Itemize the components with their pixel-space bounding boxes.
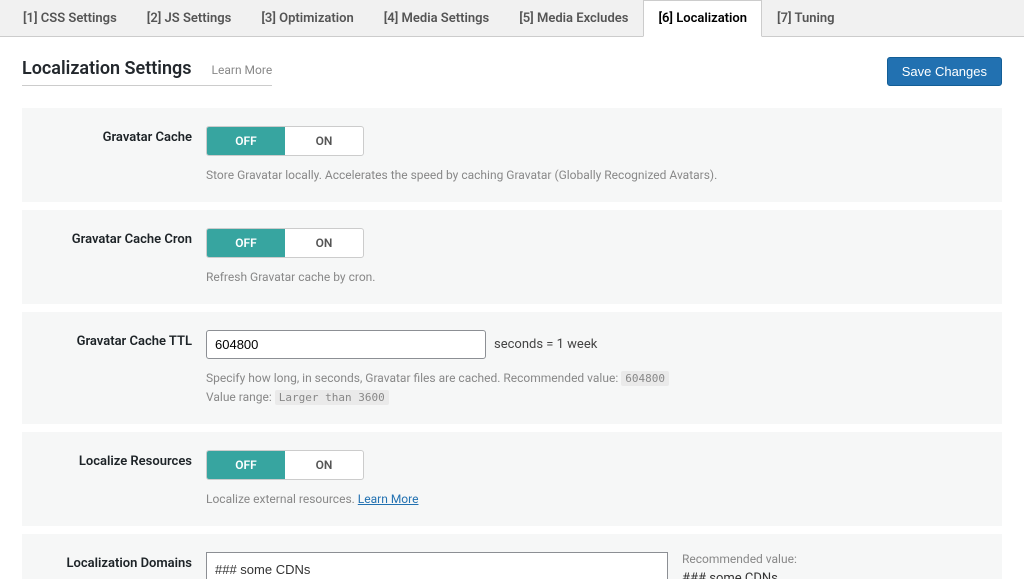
page-title: Localization Settings — [22, 58, 192, 79]
gravatar-cache-desc: Store Gravatar locally. Accelerates the … — [206, 166, 982, 184]
tab-media-excludes[interactable]: [5] Media Excludes — [504, 0, 643, 37]
toggle-on[interactable]: ON — [285, 229, 363, 257]
recommended-value-label: Recommended value: — [682, 552, 982, 566]
localize-resources-label: Localize Resources — [42, 450, 192, 469]
gravatar-cache-cron-desc: Refresh Gravatar cache by cron. — [206, 268, 982, 286]
recommended-value-box: ### some CDNs https://ajax.aspnetcdn.com… — [682, 570, 982, 579]
localization-domains-label: Localization Domains — [42, 552, 192, 571]
localization-domains-textarea[interactable] — [206, 552, 668, 579]
tab-media-settings[interactable]: [4] Media Settings — [369, 0, 504, 37]
tab-localization[interactable]: [6] Localization — [643, 0, 762, 37]
save-changes-button[interactable]: Save Changes — [887, 57, 1002, 86]
gravatar-cache-cron-label: Gravatar Cache Cron — [42, 228, 192, 247]
toggle-off[interactable]: OFF — [207, 451, 285, 479]
gravatar-cache-label: Gravatar Cache — [42, 126, 192, 145]
tab-tuning[interactable]: [7] Tuning — [762, 0, 850, 37]
ttl-suffix: seconds = 1 week — [494, 337, 597, 352]
toggle-off[interactable]: OFF — [207, 229, 285, 257]
learn-more-link[interactable]: Learn More — [212, 63, 273, 77]
toggle-off[interactable]: OFF — [207, 127, 285, 155]
tab-css-settings[interactable]: [1] CSS Settings — [8, 0, 132, 37]
tab-optimization[interactable]: [3] Optimization — [246, 0, 368, 37]
gravatar-cache-ttl-label: Gravatar Cache TTL — [42, 330, 192, 349]
localize-learn-more-link[interactable]: Learn More — [358, 492, 419, 506]
ttl-desc: Specify how long, in seconds, Gravatar f… — [206, 369, 982, 406]
toggle-on[interactable]: ON — [285, 451, 363, 479]
localize-resources-toggle[interactable]: OFF ON — [206, 450, 364, 480]
gravatar-cache-cron-toggle[interactable]: OFF ON — [206, 228, 364, 258]
gravatar-cache-ttl-input[interactable] — [206, 330, 486, 359]
tabs-nav: [1] CSS Settings [2] JS Settings [3] Opt… — [0, 0, 1024, 37]
gravatar-cache-toggle[interactable]: OFF ON — [206, 126, 364, 156]
tab-js-settings[interactable]: [2] JS Settings — [132, 0, 247, 37]
toggle-on[interactable]: ON — [285, 127, 363, 155]
localize-resources-desc: Localize external resources. Learn More — [206, 490, 982, 508]
